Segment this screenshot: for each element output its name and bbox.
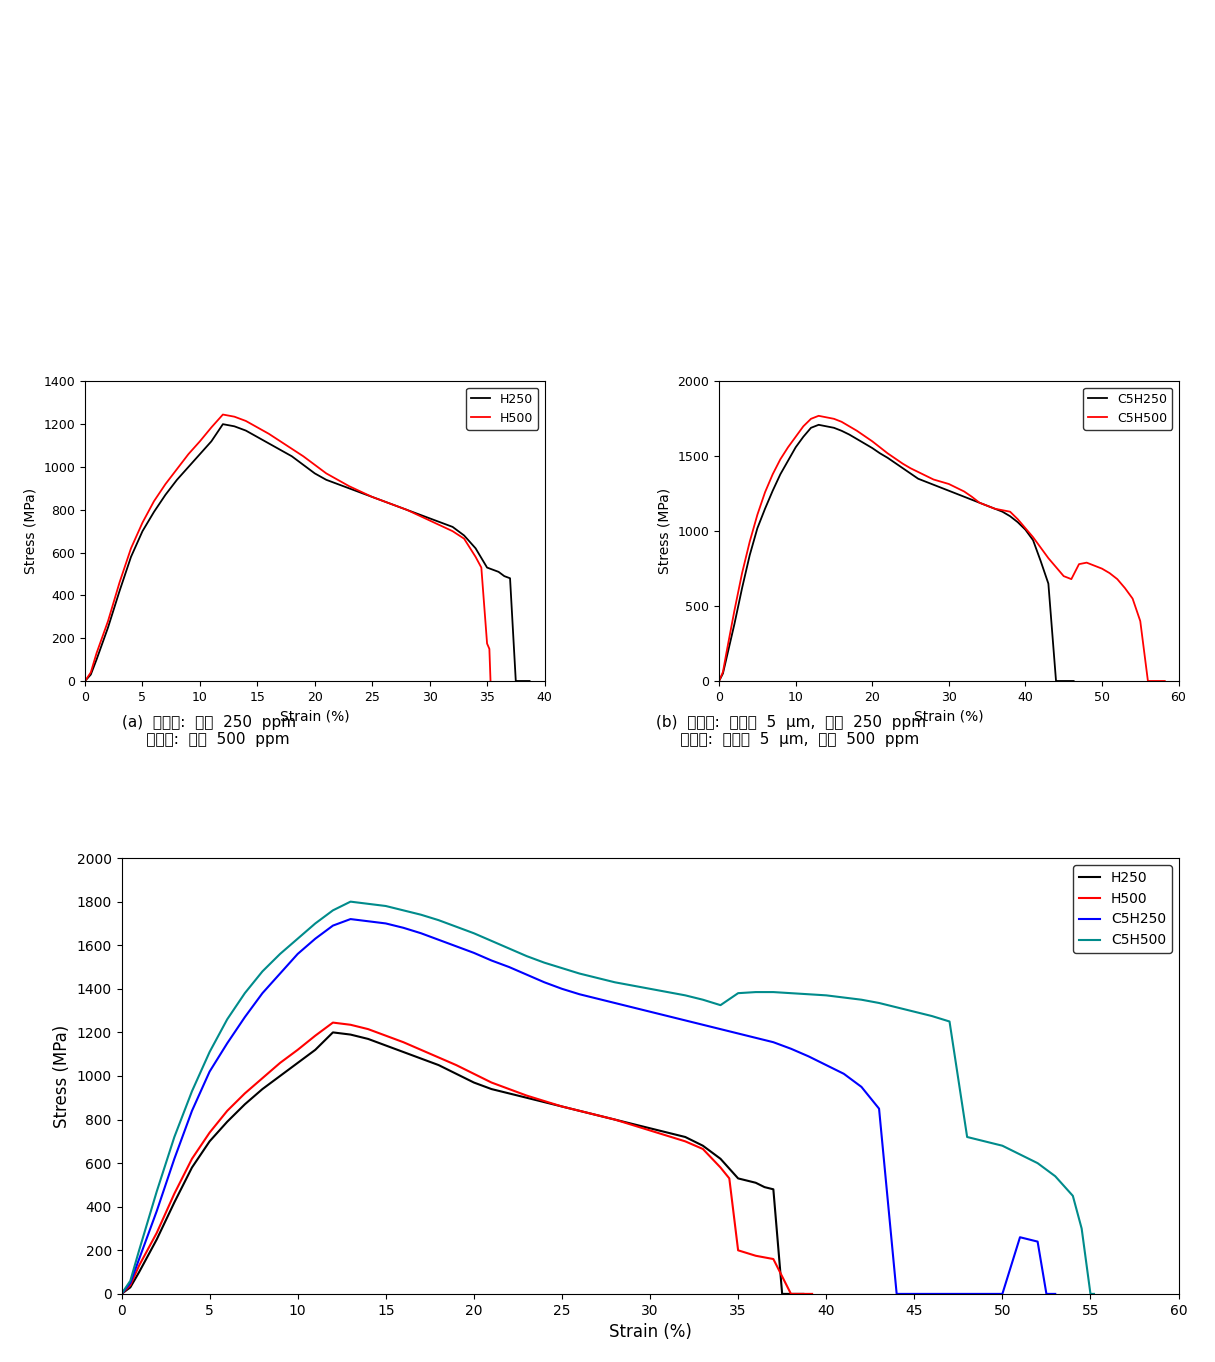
Text: (a)  검은색:  수소  250  ppm
     붉은색:  수소  500  ppm: (a) 검은색: 수소 250 ppm 붉은색: 수소 500 ppm [122, 715, 295, 748]
Legend: H250, H500, C5H250, C5H500: H250, H500, C5H250, C5H500 [1073, 865, 1171, 953]
Legend: H250, H500: H250, H500 [467, 388, 538, 430]
Text: (b)  검은색:  산화막  5  μm,  수소  250  ppm
     붉은색:  산화막  5  μm,  수소  500  ppm: (b) 검은색: 산화막 5 μm, 수소 250 ppm 붉은색: 산화막 5… [656, 715, 926, 748]
X-axis label: Strain (%): Strain (%) [279, 710, 350, 723]
Y-axis label: Stress (MPa): Stress (MPa) [53, 1024, 70, 1128]
Y-axis label: Stress (MPa): Stress (MPa) [24, 488, 38, 575]
X-axis label: Strain (%): Strain (%) [609, 1323, 691, 1342]
Y-axis label: Stress (MPa): Stress (MPa) [659, 488, 672, 575]
Legend: C5H250, C5H500: C5H250, C5H500 [1084, 388, 1172, 430]
X-axis label: Strain (%): Strain (%) [914, 710, 984, 723]
